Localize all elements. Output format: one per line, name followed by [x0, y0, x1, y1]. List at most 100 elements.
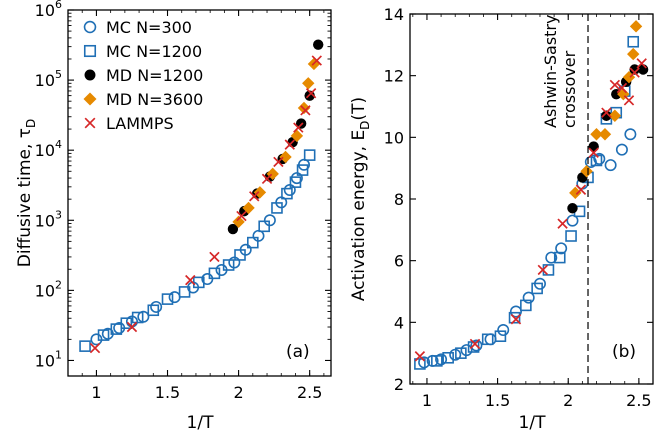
a-y-tick-label: 102: [35, 278, 62, 300]
a-mc-n-1200-point-11: [222, 259, 235, 271]
b-mc-n-1200-point-20: [627, 35, 640, 48]
panel-b: 1 1.5 2 2.5 2 4 6 8 10 12 14 1/T Activation energy…: [349, 5, 654, 433]
b-md-n-3600-point-2: [580, 165, 593, 178]
b-y-tick-label: 4: [394, 313, 404, 332]
a-mc-n-1200-point-10: [208, 267, 221, 280]
a-lammps-point-5: [236, 210, 247, 222]
a-lammps-point-11: [300, 105, 311, 116]
b-mc-n-300-point-12: [545, 251, 558, 264]
b-lammps-point-13: [636, 58, 647, 69]
a-md-n-1200-point-1: [227, 223, 239, 235]
legend-marker-mc-n-300: [83, 20, 97, 34]
legend-marker-md-n-1200: [84, 69, 96, 81]
b-mc-n-1200-point-4: [455, 347, 467, 359]
a-y-tick-label: 103: [35, 208, 62, 230]
a-lammps-point-12: [305, 88, 317, 99]
b-md-n-1200-point-1: [567, 203, 578, 214]
b-md-n-3600-point-1: [569, 186, 582, 200]
b-mc-n-1200-point-8: [508, 311, 521, 324]
a-mc-n-1200-point-14: [258, 220, 270, 233]
b-lammps-point-12: [629, 67, 640, 78]
a-lammps-point-2: [126, 321, 138, 333]
a-lammps-point-13: [311, 55, 322, 66]
b-x-tick-label: 2: [563, 391, 573, 410]
legend-marker-md-n-3600: [83, 92, 97, 106]
b-y-tick-label: 14: [384, 5, 404, 24]
a-mc-n-1200-point-19: [303, 149, 316, 161]
legend-label-md-n-3600: MD N=3600: [106, 90, 203, 109]
a-x-tick-label: 2: [234, 383, 244, 402]
b-mc-n-300-point-20: [624, 128, 637, 141]
a-mc-n-1200-point-18: [296, 164, 309, 176]
a-mc-n-1200-point-12: [234, 249, 246, 261]
b-x-tick-label: 2.5: [626, 391, 651, 410]
a-md-n-3600-point-5: [279, 150, 292, 164]
b-mc-n-1200-point-10: [531, 282, 543, 295]
a-lammps-point-6: [249, 191, 260, 202]
legend-label-mc-n-300: MC N=300: [106, 18, 192, 37]
b-lammps-point-2: [469, 338, 481, 350]
a-mc-n-1200-point-8: [178, 286, 191, 298]
b-mc-n-1200-point-12: [553, 251, 566, 264]
a-mc-n-1200-point-5: [131, 311, 144, 324]
panel-b-markers: [414, 20, 649, 370]
b-y-tick-label: 6: [394, 252, 404, 271]
b-mc-n-300-point-17: [593, 152, 606, 165]
b-md-n-3600-point-8: [627, 47, 640, 61]
panel-a-markers: [79, 39, 324, 354]
a-md-n-3600-point-8: [302, 77, 315, 90]
a-lammps-point-8: [273, 156, 284, 168]
b-mc-n-1200-point-1: [414, 358, 426, 370]
panel-b-frame: [409, 13, 654, 385]
a-mc-n-1200-point-7: [161, 293, 174, 305]
a-mc-n-1200-point-9: [192, 276, 205, 289]
b-y-tick-label: 12: [384, 67, 404, 86]
a-mc-n-1200-point-4: [120, 317, 133, 329]
b-lammps-point-8: [601, 107, 612, 118]
panel-a-frame: [67, 9, 332, 377]
a-md-n-1200-point-7: [295, 118, 307, 129]
a-lammps-point-4: [209, 251, 220, 263]
crossover-annotation-line-2: crossover: [560, 50, 579, 128]
b-md-n-3600-point-5: [608, 109, 622, 122]
b-lammps-point-6: [575, 184, 587, 195]
panel-b-x-axis-label: 1/T: [519, 413, 547, 433]
b-mc-n-1200-point-13: [565, 230, 577, 242]
b-mc-n-1200-point-6: [481, 333, 494, 346]
panel-a-label: (a): [286, 342, 310, 362]
b-md-n-1200-point-4: [601, 110, 612, 121]
a-x-tick-label: 1.5: [155, 383, 180, 402]
b-mc-n-300-point-19: [615, 143, 628, 156]
b-md-n-3600-point-4: [598, 128, 612, 141]
legend-marker-lammps: [84, 117, 96, 129]
panel-a-x-axis-label: 1/T: [187, 413, 215, 433]
b-lammps-point-11: [623, 95, 635, 106]
b-mc-n-300-point-14: [566, 214, 579, 227]
a-mc-n-1200-point-2: [97, 329, 110, 341]
a-lammps-point-1: [89, 342, 101, 354]
a-mc-n-1200-point-17: [289, 176, 302, 188]
legend-label-md-n-1200: MD N=1200: [106, 66, 203, 85]
b-mc-n-1200-point-7: [494, 330, 507, 343]
a-mc-n-1200-point-16: [281, 187, 293, 200]
legend: MC N=300 MC N=1200 MD N=1200 MD N=3600 LAMMP…: [83, 18, 203, 133]
a-y-tick-label: 105: [35, 68, 62, 90]
a-lammps-point-9: [284, 139, 295, 150]
b-mc-n-300-point-18: [604, 159, 617, 172]
legend-marker-mc-n-1200: [83, 44, 97, 58]
a-x-tick-label: 2.5: [297, 383, 322, 402]
a-lammps-point-7: [261, 173, 273, 185]
a-md-n-3600-point-6: [290, 129, 304, 143]
a-mc-n-300-point-6: [150, 300, 163, 313]
legend-label-lammps: LAMMPS: [106, 114, 174, 133]
b-mc-n-300-point-8: [497, 324, 510, 337]
b-mc-n-1200-point-9: [520, 299, 532, 312]
crossover-annotation-line-1: Ashwin-Sastry: [541, 15, 560, 128]
a-mc-n-1200-point-3: [110, 323, 123, 335]
b-lammps-point-10: [616, 82, 628, 94]
b-lammps-point-5: [557, 218, 568, 229]
b-lammps-point-9: [609, 79, 621, 91]
legend-label-mc-n-1200: MC N=1200: [106, 42, 202, 61]
b-md-n-3600-point-9: [629, 20, 643, 33]
